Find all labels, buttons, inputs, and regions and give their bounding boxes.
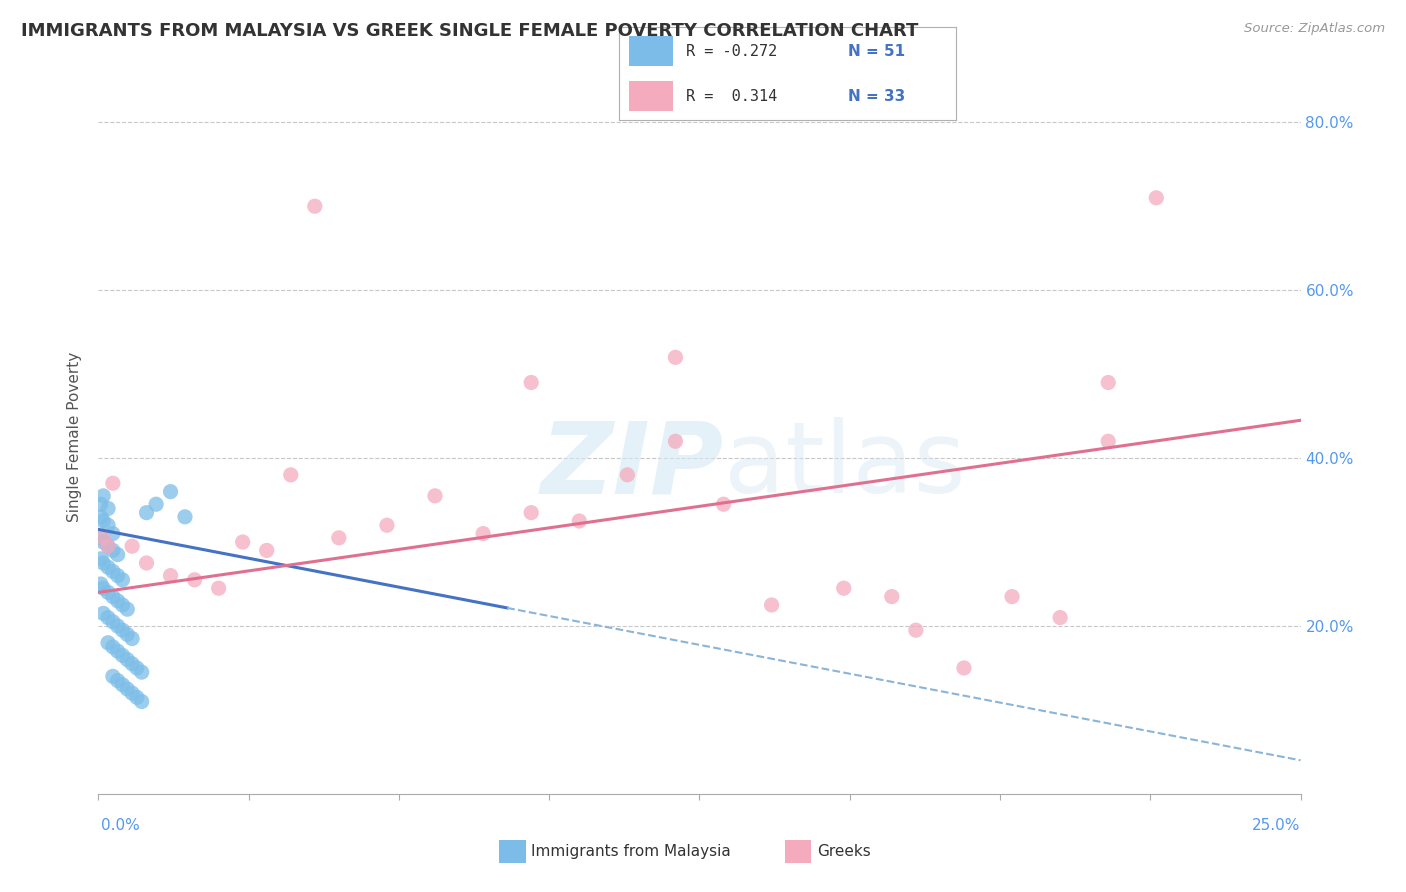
Text: ZIP: ZIP — [540, 417, 724, 514]
Point — [101, 615, 124, 629]
Point — [107, 673, 129, 688]
Point — [1097, 434, 1119, 449]
Point — [111, 573, 134, 587]
Point — [232, 535, 254, 549]
Point — [904, 623, 927, 637]
Point — [91, 581, 114, 595]
Text: atlas: atlas — [724, 417, 965, 514]
Point — [117, 602, 139, 616]
Point — [90, 577, 112, 591]
Point — [107, 548, 129, 562]
Point — [107, 619, 129, 633]
Point — [90, 551, 112, 566]
Point — [761, 598, 783, 612]
Point — [111, 598, 134, 612]
Text: N = 51: N = 51 — [848, 44, 905, 59]
Point — [159, 484, 181, 499]
Point — [131, 665, 153, 680]
Point — [145, 497, 167, 511]
Point — [91, 514, 114, 528]
Point — [121, 539, 143, 553]
Point — [90, 497, 112, 511]
Point — [97, 501, 120, 516]
Point — [97, 585, 120, 599]
Point — [101, 669, 124, 683]
Point — [472, 526, 495, 541]
Point — [90, 509, 112, 524]
Point — [280, 467, 302, 482]
Point — [101, 543, 124, 558]
Point — [111, 648, 134, 663]
Point — [97, 636, 120, 650]
Point — [1001, 590, 1024, 604]
Point — [713, 497, 735, 511]
Point — [121, 686, 143, 700]
Point — [91, 607, 114, 621]
Point — [1049, 610, 1071, 624]
Text: 25.0%: 25.0% — [1253, 818, 1301, 832]
Text: N = 33: N = 33 — [848, 88, 905, 103]
Point — [117, 652, 139, 666]
Text: Greeks: Greeks — [817, 845, 870, 859]
Point — [135, 506, 157, 520]
Point — [90, 531, 112, 545]
Point — [125, 690, 148, 705]
Point — [423, 489, 446, 503]
Point — [131, 694, 153, 708]
Point — [256, 543, 278, 558]
Text: IMMIGRANTS FROM MALAYSIA VS GREEK SINGLE FEMALE POVERTY CORRELATION CHART: IMMIGRANTS FROM MALAYSIA VS GREEK SINGLE… — [21, 22, 918, 40]
Point — [117, 627, 139, 641]
Point — [616, 467, 638, 482]
Point — [520, 376, 543, 390]
Text: R =  0.314: R = 0.314 — [686, 88, 778, 103]
Point — [304, 199, 326, 213]
Point — [880, 590, 903, 604]
Point — [568, 514, 591, 528]
Bar — [628, 36, 672, 66]
Point — [664, 434, 686, 449]
Point — [183, 573, 205, 587]
Text: R = -0.272: R = -0.272 — [686, 44, 778, 59]
Point — [135, 556, 157, 570]
Point — [101, 526, 124, 541]
Text: Source: ZipAtlas.com: Source: ZipAtlas.com — [1244, 22, 1385, 36]
Point — [91, 531, 114, 545]
Point — [208, 581, 231, 595]
Point — [520, 506, 543, 520]
Point — [101, 640, 124, 654]
Point — [111, 678, 134, 692]
Text: Immigrants from Malaysia: Immigrants from Malaysia — [531, 845, 731, 859]
Point — [101, 476, 124, 491]
Point — [97, 539, 120, 553]
Point — [174, 509, 197, 524]
Point — [117, 681, 139, 696]
Point — [107, 644, 129, 658]
Bar — [628, 81, 672, 111]
Point — [97, 610, 120, 624]
Point — [101, 590, 124, 604]
Point — [832, 581, 855, 595]
Point — [97, 518, 120, 533]
Point — [1144, 191, 1167, 205]
Point — [101, 565, 124, 579]
Point — [375, 518, 398, 533]
Point — [97, 560, 120, 574]
Point — [125, 661, 148, 675]
Point — [91, 535, 114, 549]
Point — [159, 568, 181, 582]
Point — [91, 556, 114, 570]
Point — [953, 661, 976, 675]
Point — [1097, 376, 1119, 390]
Point — [111, 623, 134, 637]
Point — [121, 657, 143, 671]
Point — [91, 489, 114, 503]
Point — [107, 568, 129, 582]
Point — [97, 539, 120, 553]
Text: 0.0%: 0.0% — [101, 818, 141, 832]
Y-axis label: Single Female Poverty: Single Female Poverty — [67, 352, 83, 522]
Point — [328, 531, 350, 545]
Point — [664, 351, 686, 365]
Point — [121, 632, 143, 646]
Point — [107, 594, 129, 608]
